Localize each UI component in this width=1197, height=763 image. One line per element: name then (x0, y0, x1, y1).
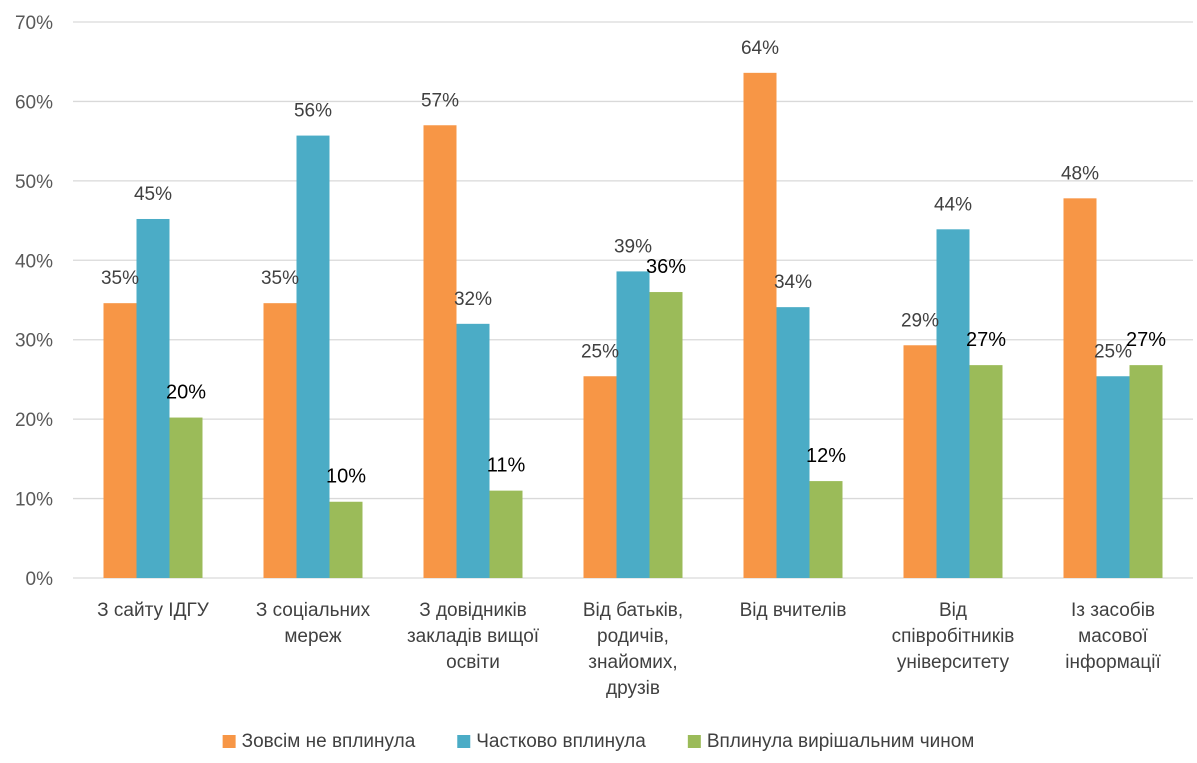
data-label: 45% (134, 184, 172, 205)
x-category-label: З соціальних мереж (256, 600, 371, 647)
bar (969, 365, 1003, 578)
bar (489, 490, 523, 578)
y-tick-label: 0% (26, 569, 54, 590)
data-label: 25% (581, 341, 619, 362)
x-category-label: Із засобів масової інформації (1065, 600, 1161, 673)
data-label: 36% (646, 256, 686, 278)
y-tick-label: 10% (15, 490, 53, 511)
bar (743, 72, 777, 578)
bars (103, 72, 1163, 579)
data-label: 20% (166, 382, 206, 404)
x-category-label: Від батьків, родичів, знайомих, друзів (583, 600, 683, 699)
x-category-label-line: Із засобів (1071, 600, 1155, 621)
data-label: 44% (934, 194, 972, 215)
data-label: 12% (806, 445, 846, 467)
bar (1063, 198, 1097, 578)
x-category-label: З сайту ІДГУ (97, 600, 210, 621)
y-tick-label: 50% (15, 172, 53, 193)
data-label: 27% (1126, 329, 1166, 351)
x-category-label-line: знайомих, (588, 652, 677, 673)
x-category-label-line: інформації (1065, 652, 1161, 673)
data-labels: 35% 35% 57% 25% 64% 29% 48% 45% 56% 32% 39% 34% 44% 2… (101, 38, 1166, 488)
bar (903, 345, 937, 578)
bar (296, 135, 330, 578)
data-label: 56% (294, 101, 332, 122)
data-label: 64% (741, 38, 779, 59)
bar (136, 218, 170, 579)
bar (776, 307, 810, 578)
data-label: 35% (101, 268, 139, 289)
y-tick-label: 30% (15, 331, 53, 352)
x-category-label-line: Від (939, 600, 967, 621)
data-label: 48% (1061, 163, 1099, 184)
bar (103, 303, 137, 578)
y-tick-label: 20% (15, 410, 53, 431)
legend-label: Частково вплинула (476, 731, 646, 752)
data-label: 29% (901, 310, 939, 331)
x-category-label-line: університету (897, 652, 1010, 673)
data-label: 57% (421, 90, 459, 111)
y-tick-label: 70% (15, 13, 53, 34)
data-label: 35% (261, 268, 299, 289)
x-category-label-line: мереж (284, 626, 342, 647)
x-category-label-line: друзів (606, 678, 660, 699)
bar (1129, 365, 1163, 578)
x-category-label: З довідників закладів вищої освіти (407, 600, 540, 673)
x-category-label-line: співробітників (892, 626, 1015, 647)
x-category-label-line: З сайту ІДГУ (97, 600, 210, 621)
bar (936, 229, 970, 578)
y-tick-label: 60% (15, 92, 53, 113)
bar (809, 481, 843, 578)
data-label: 39% (614, 236, 652, 257)
data-label: 11% (487, 455, 526, 477)
x-category-label-line: закладів вищої (407, 626, 540, 647)
x-category-label-line: З довідників (419, 600, 527, 621)
data-label: 34% (774, 272, 812, 293)
data-label: 10% (326, 466, 366, 488)
bar (583, 376, 617, 578)
data-label: 25% (1094, 341, 1132, 362)
data-label: 27% (966, 329, 1006, 351)
x-category-label-line: Від батьків, (583, 600, 683, 621)
bar (169, 417, 203, 578)
x-category-label-line: З соціальних (256, 600, 371, 621)
bar (329, 501, 363, 578)
data-label: 32% (454, 289, 492, 310)
bar (263, 303, 297, 578)
bar (649, 292, 683, 578)
bar (1096, 376, 1130, 578)
x-category-label: Від вчителів (740, 600, 847, 621)
bar (423, 125, 457, 578)
x-axis-categories: З сайту ІДГУ З соціальних мереж З довідникі… (97, 600, 1161, 699)
legend-label: Зовсім не вплинула (242, 731, 416, 752)
y-axis-ticks: 0% 10% 20% 30% 40% 50% 60% 70% (15, 13, 53, 590)
x-category-label: Від співробітників університету (892, 600, 1015, 673)
x-category-label-line: Від вчителів (740, 600, 847, 621)
bar (616, 271, 650, 578)
legend-swatch (687, 735, 701, 748)
legend-label: Вплинула вирішальним чином (707, 731, 975, 752)
legend-swatch (222, 735, 236, 748)
x-category-label-line: родичів, (597, 626, 669, 647)
legend-swatch (457, 735, 471, 748)
x-category-label-line: освіти (446, 652, 500, 673)
y-tick-label: 40% (15, 251, 53, 272)
bar (456, 323, 490, 578)
x-category-label-line: масової (1078, 626, 1148, 647)
legend: Зовсім не вплинула Частково вплинула Вплин… (222, 731, 975, 752)
